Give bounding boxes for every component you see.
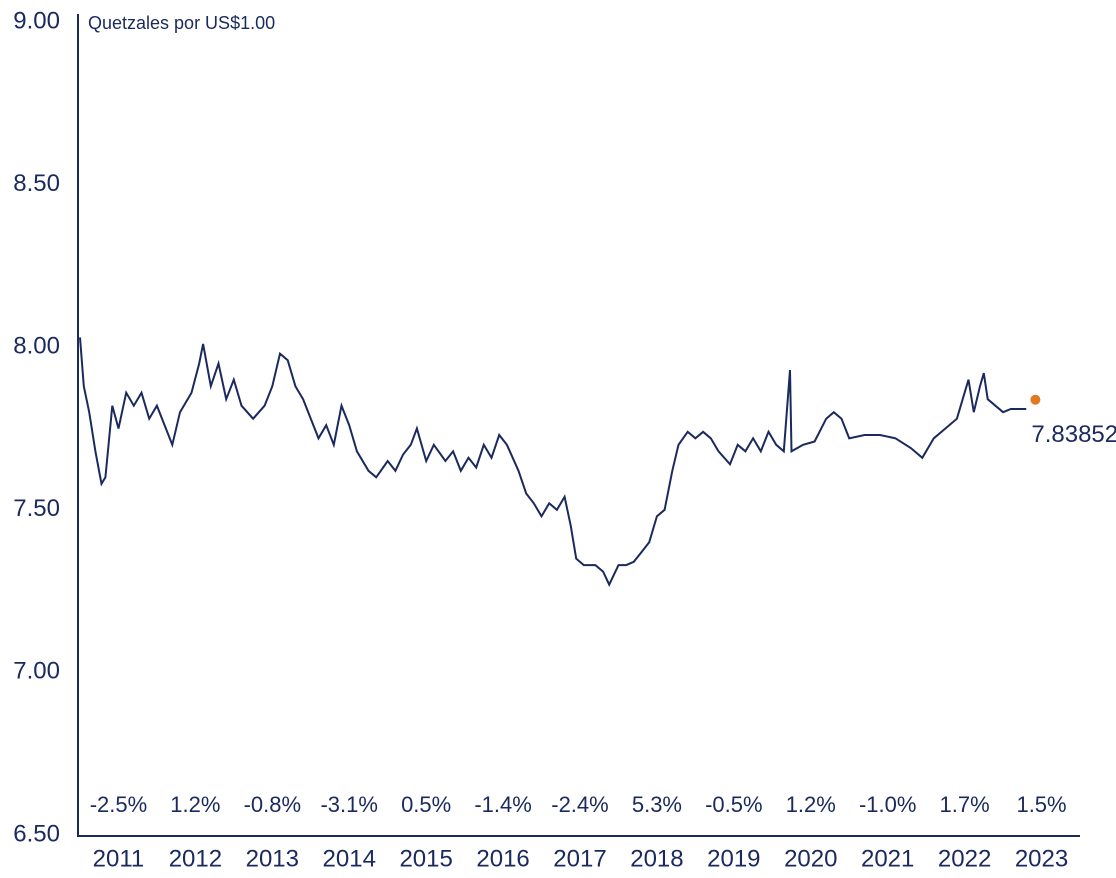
annual-change: 0.5%	[401, 792, 451, 817]
x-tick-label: 2022	[938, 845, 991, 872]
annual-change: 1.2%	[786, 792, 836, 817]
x-tick-label: 2012	[169, 845, 222, 872]
y-tick-label: 8.00	[13, 333, 60, 360]
x-tick-label: 2020	[784, 845, 837, 872]
x-tick-label: 2015	[399, 845, 452, 872]
annual-change: -1.0%	[859, 792, 916, 817]
x-tick-label: 2013	[246, 845, 299, 872]
annual-change: 1.7%	[940, 792, 990, 817]
x-tick-label: 2019	[707, 845, 760, 872]
y-tick-label: 7.50	[13, 495, 60, 522]
annual-change: 1.5%	[1016, 792, 1066, 817]
annual-change: 1.2%	[170, 792, 220, 817]
x-tick-label: 2014	[323, 845, 376, 872]
annual-change: -0.8%	[244, 792, 301, 817]
y-tick-label: 8.50	[13, 170, 60, 197]
annual-change: -2.4%	[551, 792, 608, 817]
y-tick-label: 7.00	[13, 658, 60, 685]
annual-change: -1.4%	[474, 792, 531, 817]
annual-change: 5.3%	[632, 792, 682, 817]
last-point	[1030, 394, 1041, 405]
x-tick-label: 2016	[476, 845, 529, 872]
x-tick-label: 2011	[93, 845, 145, 872]
x-tick-label: 2023	[1015, 845, 1068, 872]
exchange-rate-line	[79, 337, 1027, 587]
y-tick-label: 9.00	[13, 7, 60, 34]
x-tick-label: 2017	[553, 845, 606, 872]
y-tick-label: 6.50	[13, 820, 60, 847]
x-tick-label: 2018	[630, 845, 683, 872]
x-tick-label: 2021	[861, 845, 914, 872]
annual-change: -0.5%	[705, 792, 762, 817]
annual-change: -2.5%	[90, 792, 147, 817]
annual-change: -3.1%	[320, 792, 377, 817]
last-value-label: 7.83852	[1031, 421, 1116, 448]
y-axis-label: Quetzales por US$1.00	[88, 13, 275, 33]
